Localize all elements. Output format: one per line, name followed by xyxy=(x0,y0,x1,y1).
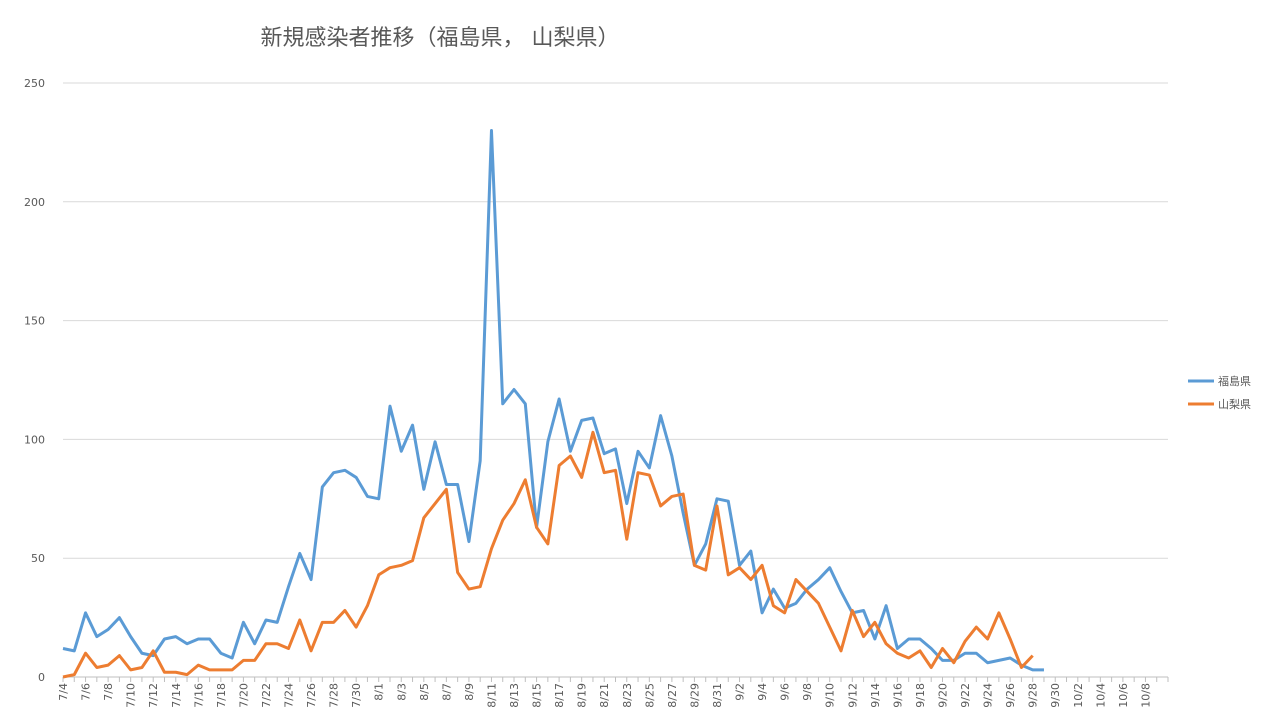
y-tick-label: 150 xyxy=(24,315,45,328)
x-tick-label: 7/18 xyxy=(215,683,228,708)
x-tick-label: 9/30 xyxy=(1049,683,1062,708)
x-tick-label: 9/6 xyxy=(779,683,792,701)
x-tick-label: 9/24 xyxy=(982,683,995,708)
x-tick-label: 8/9 xyxy=(463,683,476,701)
x-tick-label: 9/18 xyxy=(914,683,927,708)
x-tick-label: 7/20 xyxy=(237,683,250,708)
x-tick-label: 8/7 xyxy=(440,683,453,701)
x-tick-label: 9/12 xyxy=(846,683,859,708)
x-tick-label: 8/1 xyxy=(373,683,386,701)
x-tick-label: 9/20 xyxy=(936,683,949,708)
x-tick-label: 9/10 xyxy=(824,683,837,708)
y-tick-label: 100 xyxy=(24,433,45,446)
x-tick-label: 8/29 xyxy=(688,683,701,708)
x-tick-label: 9/2 xyxy=(734,683,747,701)
y-tick-label: 250 xyxy=(24,77,45,90)
x-tick-label: 7/26 xyxy=(305,683,318,708)
x-tick-label: 10/6 xyxy=(1117,683,1130,708)
legend-label: 山梨県 xyxy=(1218,397,1251,411)
x-tick-label: 8/17 xyxy=(553,683,566,708)
legend-label: 福島県 xyxy=(1218,374,1251,388)
x-tick-label: 8/13 xyxy=(508,683,521,708)
y-tick-label: 50 xyxy=(31,552,45,565)
x-tick-label: 8/19 xyxy=(576,683,589,708)
x-tick-label: 8/11 xyxy=(485,683,498,708)
x-tick-label: 9/28 xyxy=(1027,683,1040,708)
chart-title: 新規感染者推移（福島県， 山梨県） xyxy=(261,26,620,51)
x-tick-label: 7/8 xyxy=(102,683,115,701)
x-tick-label: 9/14 xyxy=(869,683,882,708)
x-tick-label: 7/10 xyxy=(125,683,138,708)
x-tick-label: 7/16 xyxy=(192,683,205,708)
x-tick-label: 7/4 xyxy=(57,683,70,701)
data-line xyxy=(62,129,1044,672)
x-tick-label: 9/16 xyxy=(891,683,904,708)
x-tick-label: 7/14 xyxy=(170,683,183,708)
data-line xyxy=(62,430,1034,679)
x-tick-label: 7/24 xyxy=(283,683,296,708)
x-tick-label: 10/8 xyxy=(1139,683,1152,708)
x-tick-label: 7/30 xyxy=(350,683,363,708)
y-tick-label: 200 xyxy=(24,196,45,209)
x-tick-label: 7/12 xyxy=(147,683,160,708)
x-tick-label: 8/23 xyxy=(621,683,634,708)
x-tick-label: 7/22 xyxy=(260,683,273,708)
x-tick-label: 9/8 xyxy=(801,683,814,701)
x-tick-label: 9/4 xyxy=(756,683,769,701)
x-tick-label: 8/15 xyxy=(531,683,544,708)
x-tick-label: 8/5 xyxy=(418,683,431,701)
x-tick-label: 7/6 xyxy=(80,683,93,701)
x-tick-label: 10/2 xyxy=(1072,683,1085,708)
y-tick-label: 0 xyxy=(38,671,45,684)
x-tick-label: 8/3 xyxy=(395,683,408,701)
x-tick-label: 9/22 xyxy=(959,683,972,708)
x-tick-label: 9/26 xyxy=(1004,683,1017,708)
x-tick-label: 7/28 xyxy=(328,683,341,708)
x-tick-label: 8/21 xyxy=(598,683,611,708)
x-tick-label: 10/4 xyxy=(1094,683,1107,708)
x-tick-label: 8/27 xyxy=(666,683,679,708)
x-tick-label: 8/25 xyxy=(643,683,656,708)
x-tick-label: 8/31 xyxy=(711,683,724,708)
